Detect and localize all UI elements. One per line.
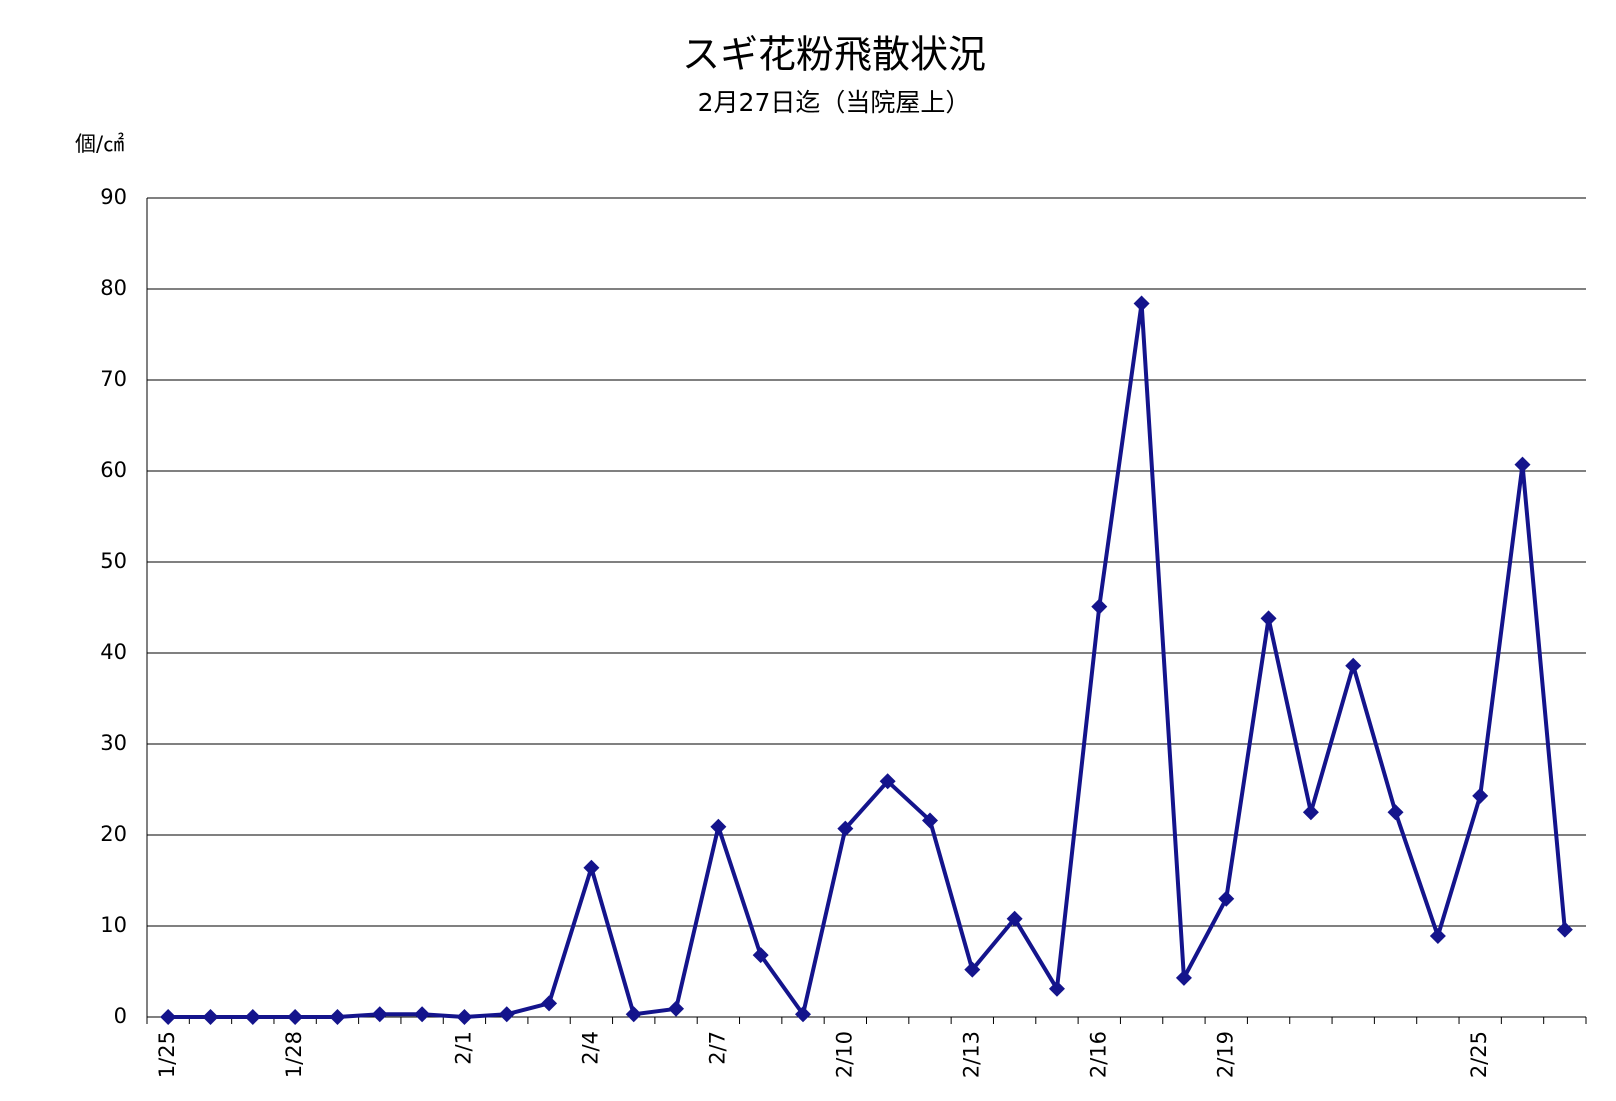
marker [837,820,854,837]
marker [1133,295,1150,312]
y-tick-label: 10 [100,913,127,937]
x-tick-label: 2/4 [578,1031,602,1065]
y-tick-label: 90 [100,185,127,209]
x-tick-label: 2/19 [1213,1031,1237,1078]
x-tick-label: 2/16 [1086,1031,1110,1078]
marker [583,859,600,876]
y-tick-label: 0 [114,1004,127,1028]
marker [668,1000,685,1017]
marker [1514,456,1531,473]
marker [710,818,727,835]
y-tick-label: 80 [100,276,127,300]
marker [498,1006,515,1023]
marker [752,947,769,964]
x-tick-label: 2/25 [1467,1031,1491,1078]
marker [1175,969,1192,986]
chart-title: スギ花粉飛散状況 [682,33,986,77]
y-tick-label: 50 [100,549,127,573]
y-tick-label: 60 [100,458,127,482]
marker [1006,910,1023,927]
marker [1260,610,1277,627]
marker [1387,804,1404,821]
x-tick-label: 2/13 [959,1031,983,1078]
x-tick-label: 1/28 [282,1031,306,1078]
marker [1429,928,1446,945]
y-tick-label: 40 [100,640,127,664]
marker [795,1006,812,1023]
y-tick-label: 30 [100,731,127,755]
x-tick-label: 2/1 [451,1031,475,1065]
marker [1091,598,1108,615]
x-tick-label: 1/25 [155,1031,179,1078]
marker [1472,787,1489,804]
marker [1048,980,1065,997]
line [168,301,1567,1019]
marker [329,1009,346,1025]
marker [1556,921,1573,938]
marker [625,1006,642,1023]
x-tick-label: 2/7 [705,1031,729,1065]
marker [541,995,558,1012]
marker [202,1009,219,1025]
marker [244,1009,261,1025]
x-tick-label: 2/10 [832,1031,856,1078]
marker [414,1006,431,1023]
marker [1345,657,1362,674]
marker [1302,804,1319,821]
y-tick-label: 70 [100,367,127,391]
y-tick-label: 20 [100,822,127,846]
marker [1218,890,1235,907]
marker [287,1009,304,1025]
marker [921,812,938,829]
marker [160,1009,177,1025]
marker [456,1009,473,1025]
y-axis-label: 個/㎠ [75,132,124,156]
chart-subtitle: 2月27日迄（当院屋上） [698,88,971,117]
marker [964,961,981,978]
marker [371,1006,388,1023]
marker [879,773,896,790]
